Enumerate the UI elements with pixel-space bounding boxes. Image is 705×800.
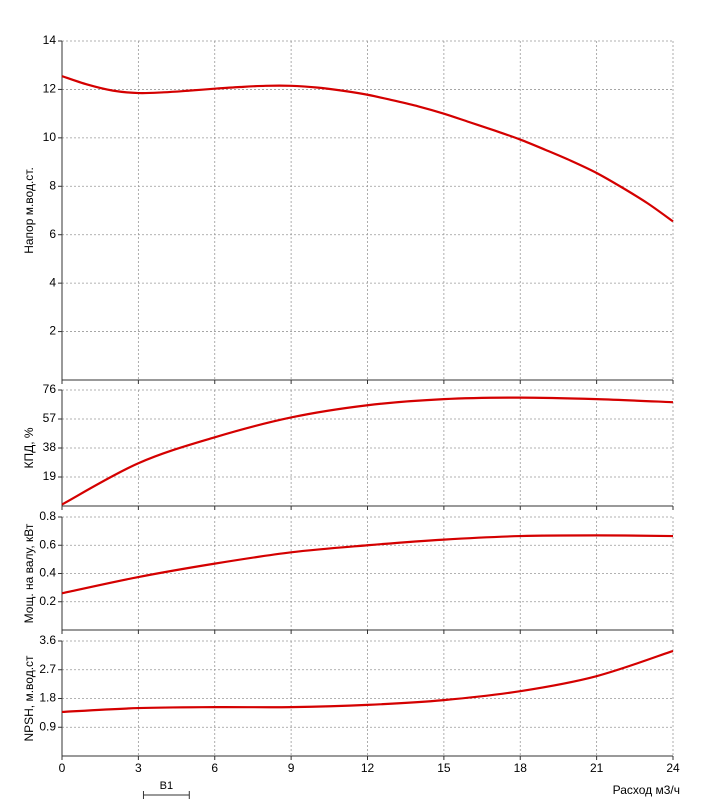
curve bbox=[61, 75, 674, 223]
y-tick-label: 4 bbox=[49, 275, 56, 289]
y-tick-label: 3.6 bbox=[39, 633, 56, 647]
y-tick-label: 0.8 bbox=[39, 509, 56, 523]
y-tick-label: 10 bbox=[43, 130, 57, 144]
y-tick-label: 0.2 bbox=[39, 594, 56, 608]
x-tick-label: 15 bbox=[437, 761, 451, 775]
x-tick-label: 24 bbox=[666, 761, 680, 775]
x-tick-label: 3 bbox=[135, 761, 142, 775]
y-axis-label: Напор м.вод.ст. bbox=[22, 167, 36, 254]
y-tick-label: 76 bbox=[43, 382, 57, 396]
y-tick-label: 12 bbox=[43, 82, 57, 96]
y-tick-label: 2.7 bbox=[39, 662, 56, 676]
y-tick-label: 57 bbox=[43, 411, 57, 425]
x-tick-label: 6 bbox=[211, 761, 218, 775]
x-tick-label: 18 bbox=[514, 761, 528, 775]
y-tick-label: 6 bbox=[49, 227, 56, 241]
x-tick-label: 9 bbox=[288, 761, 295, 775]
x-tick-label: 21 bbox=[590, 761, 604, 775]
curve bbox=[61, 534, 674, 595]
x-tick-label: 0 bbox=[59, 761, 66, 775]
y-axis-label: Мощ. на валу, кВт bbox=[22, 523, 36, 623]
y-tick-label: 14 bbox=[43, 33, 57, 47]
x-tick-label: 12 bbox=[361, 761, 375, 775]
y-axis-label: КПД, % bbox=[22, 427, 36, 468]
curve bbox=[61, 649, 674, 714]
y-tick-label: 0.9 bbox=[39, 719, 56, 733]
curve bbox=[61, 396, 674, 506]
y-tick-label: 2 bbox=[49, 324, 56, 338]
x-axis-label: Расход м3/ч bbox=[613, 783, 680, 797]
y-tick-label: 0.4 bbox=[39, 566, 56, 580]
annotation-label: B1 bbox=[160, 780, 173, 792]
y-tick-label: 1.8 bbox=[39, 691, 56, 705]
y-tick-label: 38 bbox=[43, 440, 57, 454]
y-tick-label: 0.6 bbox=[39, 537, 56, 551]
y-tick-label: 19 bbox=[43, 469, 57, 483]
y-axis-label: NPSH, м.вод.ст bbox=[22, 655, 36, 742]
y-tick-label: 8 bbox=[49, 178, 56, 192]
